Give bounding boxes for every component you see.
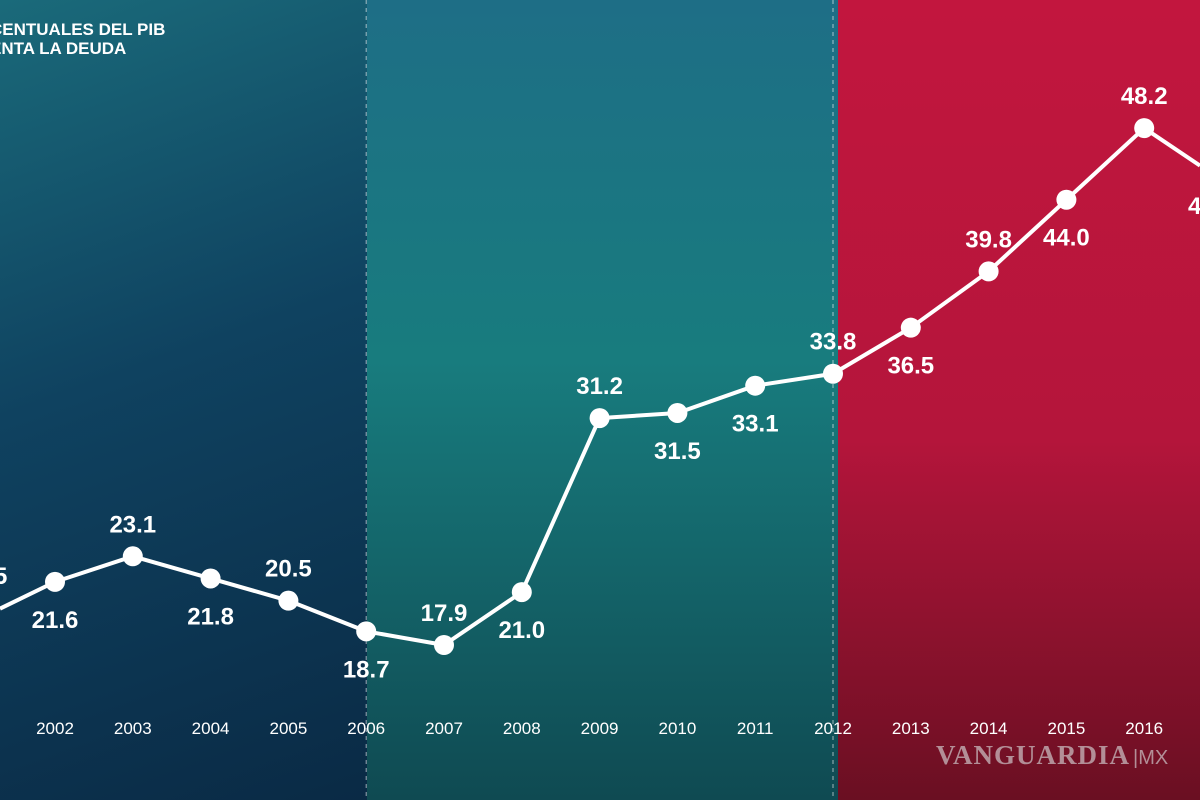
data-point-2015 [1056, 189, 1077, 210]
x-tick-label-2004: 2004 [192, 719, 230, 738]
data-point-2002 [45, 571, 65, 592]
data-point-2008 [511, 582, 532, 603]
x-tick-label-2008: 2008 [503, 719, 541, 738]
data-label-2002: 21.6 [32, 607, 79, 634]
data-point-2012 [823, 363, 843, 384]
data-label-2007: 17.9 [421, 600, 468, 627]
x-tick-label-2010: 2010 [658, 719, 696, 738]
period-background-2 [367, 0, 838, 800]
data-label-2012: 33.8 [810, 329, 857, 356]
x-tick-label-2007: 2007 [425, 719, 463, 738]
data-point-2004 [200, 568, 221, 589]
watermark-brand: VANGUARDIA [936, 740, 1131, 770]
data-point-2007 [434, 635, 454, 655]
x-tick-label-2009: 2009 [581, 719, 619, 738]
x-tick-label-2005: 2005 [269, 719, 307, 738]
data-point-2010 [667, 402, 688, 423]
data-label-partial-right: 4 [1188, 193, 1200, 220]
x-tick-label-2003: 2003 [114, 719, 152, 738]
data-point-2005 [278, 590, 299, 611]
x-tick-label-2006: 2006 [347, 719, 385, 738]
data-label-2011: 33.1 [732, 411, 779, 438]
data-point-2016 [1134, 118, 1155, 139]
x-tick-label-2002: 2002 [36, 719, 74, 738]
x-tick-label-2014: 2014 [970, 719, 1008, 738]
data-label-2009: 31.2 [576, 373, 623, 400]
data-point-2014 [978, 261, 999, 282]
data-label-2015: 44.0 [1043, 225, 1090, 252]
period-background-1 [0, 0, 367, 800]
data-point-2011 [745, 375, 766, 396]
data-label-partial-left: 5 [0, 563, 7, 590]
data-label-2006: 18.7 [343, 656, 390, 683]
title-line-2: ENTA LA DEUDA [0, 39, 127, 58]
data-label-2014: 39.8 [965, 226, 1012, 253]
data-label-2008: 21.0 [498, 617, 545, 644]
data-point-2009 [589, 408, 610, 429]
data-label-2004: 21.8 [187, 603, 234, 630]
watermark-suffix: |MX [1133, 747, 1169, 769]
x-tick-label-2016: 2016 [1125, 719, 1163, 738]
data-point-2013 [900, 317, 921, 338]
chart-title: CENTUALES DEL PIB ENTA LA DEUDA [0, 20, 165, 58]
data-label-2010: 31.5 [654, 438, 701, 465]
x-tick-label-2013: 2013 [892, 719, 930, 738]
x-tick-label-2012: 2012 [814, 719, 852, 738]
watermark-logo: VANGUARDIA |MX [936, 740, 1168, 771]
title-line-1: CENTUALES DEL PIB [0, 20, 166, 39]
x-tick-label-2011: 2011 [737, 719, 774, 738]
data-point-2006 [356, 621, 377, 642]
data-point-2003 [122, 546, 143, 567]
data-label-2016: 48.2 [1121, 83, 1168, 110]
data-label-2013: 36.5 [887, 353, 934, 380]
data-label-2005: 20.5 [265, 556, 312, 583]
data-label-2003: 23.1 [109, 511, 156, 538]
x-tick-label-2015: 2015 [1047, 719, 1085, 738]
